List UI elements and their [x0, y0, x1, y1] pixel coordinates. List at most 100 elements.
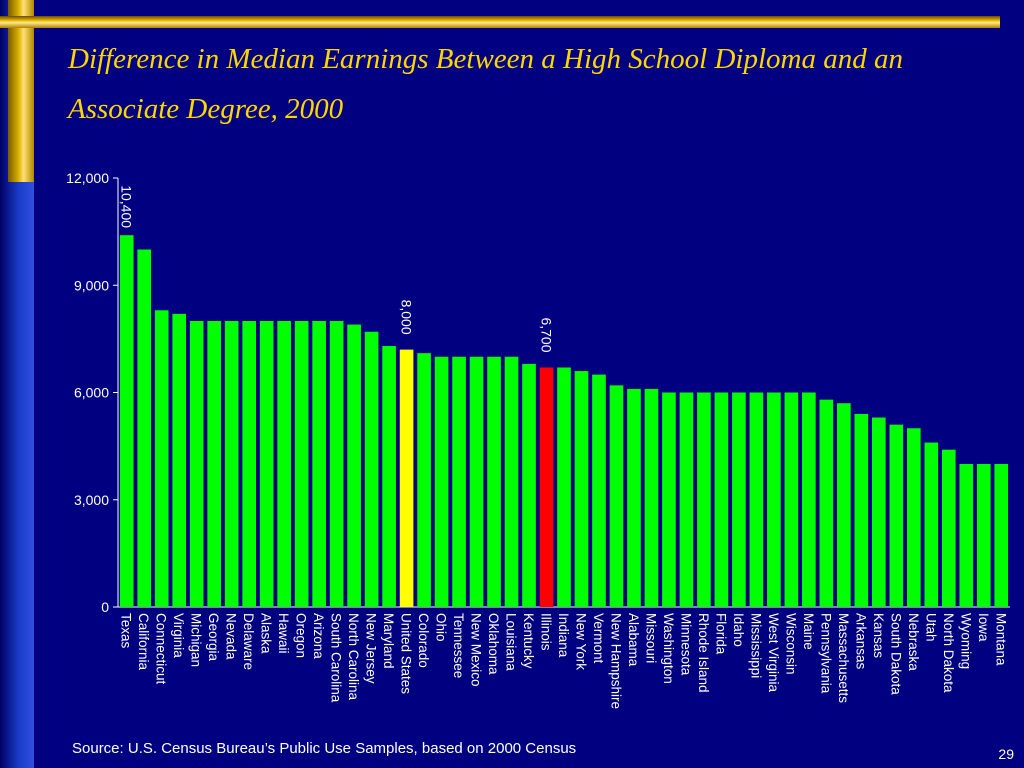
- category-label: Maine: [801, 613, 816, 650]
- category-label: West Virginia: [766, 613, 781, 693]
- bar: [644, 388, 659, 607]
- bar: [906, 428, 921, 607]
- bar: [522, 363, 536, 607]
- category-label: Oregon: [294, 613, 309, 658]
- bar: [627, 388, 641, 607]
- bar: [976, 464, 991, 607]
- bar: [277, 321, 291, 607]
- category-label: Missouri: [643, 613, 658, 663]
- bar: [609, 385, 624, 607]
- category-label: California: [136, 613, 151, 671]
- category-label: Arkansas: [853, 613, 868, 670]
- bar: [242, 321, 256, 607]
- category-label: New York: [573, 613, 588, 670]
- category-label: South Carolina: [329, 613, 344, 703]
- bar: [434, 356, 449, 607]
- category-label: Oklahoma: [486, 613, 501, 675]
- category-label: Texas: [119, 613, 134, 649]
- left-gold-accent: [8, 0, 34, 182]
- bar: [924, 442, 939, 607]
- bar: [119, 235, 134, 607]
- bar: [941, 449, 956, 607]
- bar: [347, 324, 361, 607]
- category-label: Rhode Island: [696, 613, 711, 693]
- category-label: Tennessee: [451, 613, 466, 678]
- bar: [399, 349, 414, 607]
- category-label: Kentucky: [521, 613, 536, 669]
- bar: [452, 356, 466, 607]
- bar: [189, 321, 204, 607]
- bar: [732, 392, 746, 607]
- category-label: South Dakota: [888, 613, 903, 695]
- category-label: Vermont: [591, 613, 606, 664]
- bar: [137, 249, 152, 607]
- bar: [294, 321, 309, 607]
- category-label: Connecticut: [154, 613, 169, 685]
- category-label: Idaho: [731, 613, 746, 647]
- bar: [224, 321, 239, 607]
- category-label: Illinois: [539, 613, 554, 651]
- category-label: Mississippi: [748, 613, 763, 678]
- y-tick-label: 12,000: [66, 170, 109, 186]
- category-label: North Carolina: [346, 613, 361, 701]
- category-label: Iowa: [976, 613, 991, 642]
- bar: [557, 367, 571, 607]
- category-label: New Jersey: [364, 613, 379, 684]
- y-tick-label: 3,000: [74, 492, 109, 508]
- bar: [837, 403, 851, 607]
- category-label: Wyoming: [958, 613, 973, 669]
- bar: [539, 367, 554, 607]
- category-label: Wisconsin: [783, 613, 798, 675]
- category-label: Arizona: [311, 613, 326, 659]
- category-label: Delaware: [241, 613, 256, 670]
- y-tick-label: 0: [101, 599, 109, 615]
- bar: [854, 413, 869, 607]
- category-label: Montana: [993, 613, 1008, 666]
- bar: [662, 392, 676, 607]
- source-note: Source: U.S. Census Bureau’s Public Use …: [72, 740, 577, 757]
- bar: [574, 371, 589, 607]
- category-label: Nebraska: [906, 613, 921, 671]
- bar: [154, 310, 169, 607]
- bar: [994, 464, 1009, 607]
- bar: [679, 392, 694, 607]
- category-label: Hawaii: [276, 613, 291, 654]
- bar: [504, 356, 519, 607]
- bar: [382, 346, 396, 607]
- page-number: 29: [998, 746, 1014, 762]
- category-label: Alaska: [259, 613, 274, 654]
- bar: [329, 321, 344, 607]
- category-label: Maryland: [381, 613, 396, 669]
- bar: [802, 392, 816, 607]
- bar: [364, 331, 379, 607]
- y-tick-label: 9,000: [74, 277, 109, 293]
- category-label: Georgia: [206, 613, 221, 662]
- bar: [872, 417, 886, 607]
- slide-title: Difference in Median Earnings Between a …: [68, 43, 903, 125]
- category-label: Indiana: [556, 613, 571, 658]
- category-label: Nevada: [224, 613, 239, 660]
- category-label: Pennsylvania: [818, 613, 833, 694]
- bar: [592, 374, 606, 607]
- bar: [959, 464, 974, 607]
- category-label: Massachusetts: [836, 613, 851, 703]
- category-label: Minnesota: [678, 613, 693, 676]
- category-label: New Hampshire: [608, 613, 623, 709]
- y-tick-label: 6,000: [74, 385, 109, 401]
- bar: [469, 356, 484, 607]
- bar: [417, 353, 431, 607]
- bar: [767, 392, 781, 607]
- category-label: Michigan: [189, 613, 204, 667]
- category-label: Utah: [923, 613, 938, 642]
- top-gold-rule: [0, 16, 1000, 28]
- category-label: Louisiana: [504, 613, 519, 671]
- data-label: 10,400: [119, 185, 135, 228]
- category-label: Florida: [713, 613, 728, 655]
- bar: [819, 399, 834, 607]
- bar: [889, 424, 904, 607]
- category-label: Virginia: [171, 613, 186, 658]
- category-label: United States: [399, 613, 414, 694]
- data-label: 6,700: [539, 317, 555, 352]
- category-label: Colorado: [416, 613, 431, 668]
